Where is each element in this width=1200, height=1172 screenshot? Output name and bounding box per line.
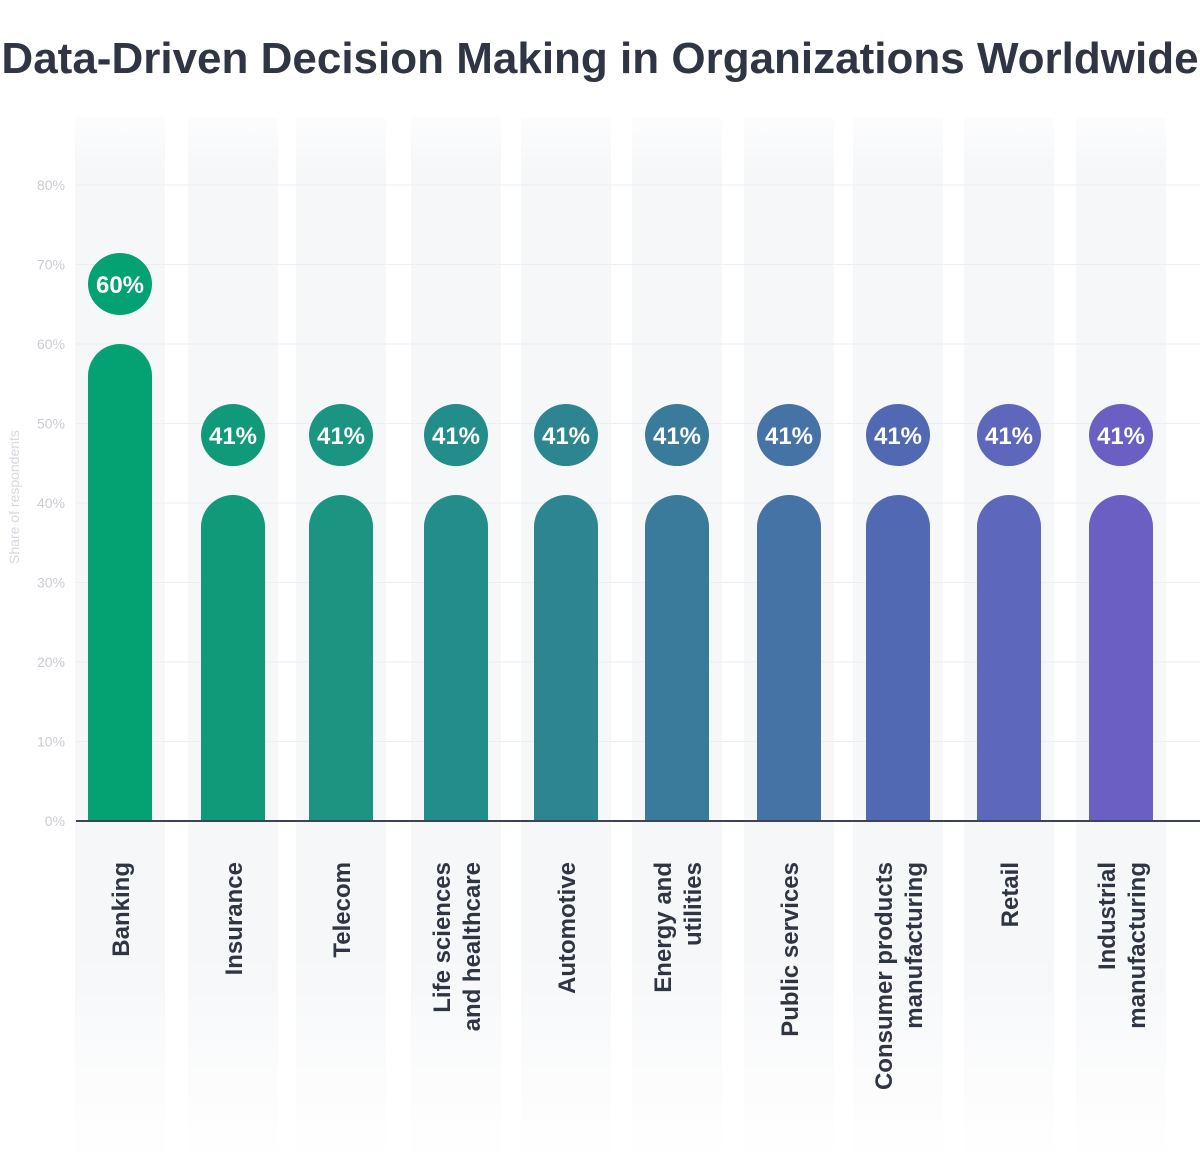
x-tick-label: manufacturing: [901, 862, 928, 1029]
bar: [88, 344, 152, 821]
y-tick-label: 0%: [45, 813, 65, 829]
x-tick-label: and healthcare: [459, 862, 486, 1031]
bar: [1089, 495, 1153, 821]
data-label: 41%: [209, 423, 257, 450]
data-label: 41%: [542, 423, 590, 450]
x-tick-label: Telecom: [329, 862, 356, 958]
data-label-bubble: [645, 404, 709, 467]
x-tick-label: utilities: [680, 862, 707, 946]
data-label-bubble: [1089, 404, 1153, 467]
data-label: 41%: [765, 423, 813, 450]
y-tick-label: 50%: [37, 416, 65, 432]
data-label: 41%: [985, 423, 1033, 450]
y-tick-label: 40%: [37, 495, 65, 511]
x-tick-label: Banking: [108, 862, 135, 957]
data-label-bubble: [866, 404, 930, 467]
data-label: 41%: [432, 423, 480, 450]
data-label-bubble: [757, 404, 821, 467]
y-axis-label: Share of respondents: [6, 430, 22, 564]
data-label-bubble: [201, 404, 265, 467]
y-tick-label: 70%: [37, 257, 65, 273]
bar: [977, 495, 1041, 821]
x-tick-label: Industrial: [1094, 862, 1121, 970]
data-label: 41%: [317, 423, 365, 450]
data-label-bubble: [88, 253, 152, 315]
data-label-bubble: [424, 404, 488, 467]
data-label: 41%: [1097, 423, 1145, 450]
data-label-bubble: [977, 404, 1041, 467]
y-tick-label: 80%: [37, 177, 65, 193]
x-tick-label: Consumer products: [871, 862, 898, 1090]
x-tick-label: Life sciences: [429, 862, 456, 1013]
y-tick-label: 10%: [37, 734, 65, 750]
x-tick-label: Automotive: [554, 862, 581, 994]
data-label-bubble: [309, 404, 373, 467]
bar: [201, 495, 265, 821]
data-label-bubble: [534, 404, 598, 467]
y-tick-label: 20%: [37, 654, 65, 670]
data-label: 41%: [653, 423, 701, 450]
x-tick-label: manufacturing: [1124, 862, 1151, 1029]
x-tick-label: Retail: [997, 862, 1024, 927]
x-tick-label: Public services: [777, 862, 804, 1037]
bar: [534, 495, 598, 821]
x-tick-label: Energy and: [650, 862, 677, 993]
data-label: 60%: [96, 272, 144, 299]
bar: [757, 495, 821, 821]
bar: [866, 495, 930, 821]
y-tick-label: 30%: [37, 575, 65, 591]
bar: [424, 495, 488, 821]
bar: [645, 495, 709, 821]
x-tick-label: Insurance: [221, 862, 248, 975]
chart-title: Data-Driven Decision Making in Organizat…: [1, 34, 1199, 83]
data-label: 41%: [874, 423, 922, 450]
bar: [309, 495, 373, 821]
y-tick-label: 60%: [37, 336, 65, 352]
